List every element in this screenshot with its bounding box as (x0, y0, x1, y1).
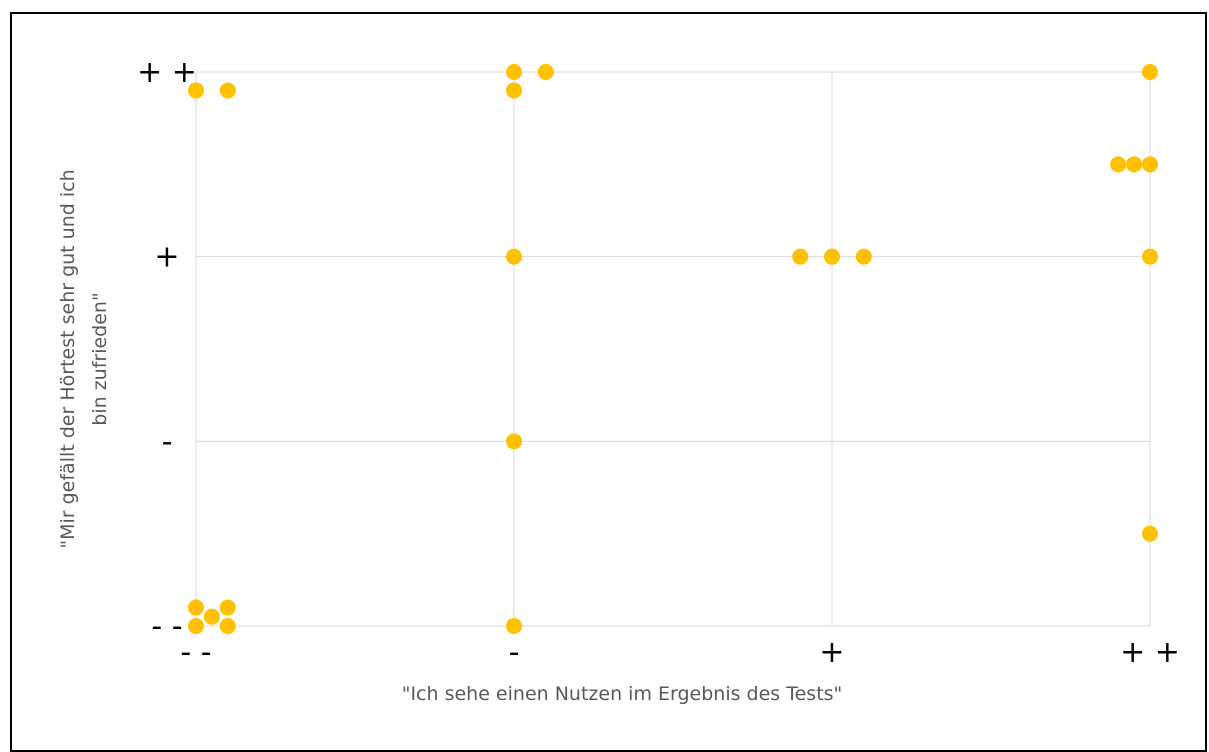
y-axis-title: "Mir gefällt der Hörtest sehr gut und ic… (57, 169, 111, 548)
data-point (188, 599, 204, 616)
gridlines (195, 71, 1151, 627)
y-tick-label: + (154, 240, 179, 275)
x-tick-label: + + (1120, 635, 1180, 670)
scatter-chart: - - - + + + - - - + + + "Ich sehe einen Nutzen… (57, 55, 1180, 705)
y-axis-title-line: bin zufrieden" (89, 292, 111, 425)
data-point (792, 248, 809, 265)
x-axis-ticks: - - - + + + (180, 635, 1180, 670)
data-point (506, 82, 522, 99)
data-point (824, 248, 840, 265)
y-tick-label: - - (151, 609, 182, 644)
data-point (1126, 156, 1143, 173)
data-point (1142, 525, 1158, 542)
x-tick-label: - (509, 635, 520, 670)
data-point (1142, 156, 1158, 173)
data-point (219, 82, 236, 99)
data-point (1142, 64, 1158, 80)
data-point (506, 248, 522, 265)
data-point (1110, 156, 1127, 173)
y-tick-label: + + (137, 55, 197, 90)
data-point (855, 248, 872, 265)
data-point (203, 608, 220, 625)
y-axis-ticks: - - - + + + (137, 55, 197, 644)
data-point (188, 618, 204, 634)
data-points (188, 64, 1158, 634)
data-point (1142, 248, 1158, 265)
data-point (219, 599, 236, 616)
data-point (506, 433, 522, 450)
x-tick-label: + (819, 635, 844, 670)
y-axis-title-line: "Mir gefällt der Hörtest sehr gut und ic… (57, 169, 79, 548)
data-point (506, 618, 522, 634)
data-point (188, 82, 204, 99)
y-tick-label: - (162, 424, 173, 459)
chart-frame: - - - + + + - - - + + + "Ich sehe einen Nutzen… (10, 12, 1207, 752)
data-point (537, 64, 554, 80)
x-tick-label: - - (180, 635, 211, 670)
data-point (506, 64, 522, 80)
data-point (219, 618, 236, 634)
x-axis-title: "Ich sehe einen Nutzen im Ergebnis des T… (402, 683, 843, 705)
